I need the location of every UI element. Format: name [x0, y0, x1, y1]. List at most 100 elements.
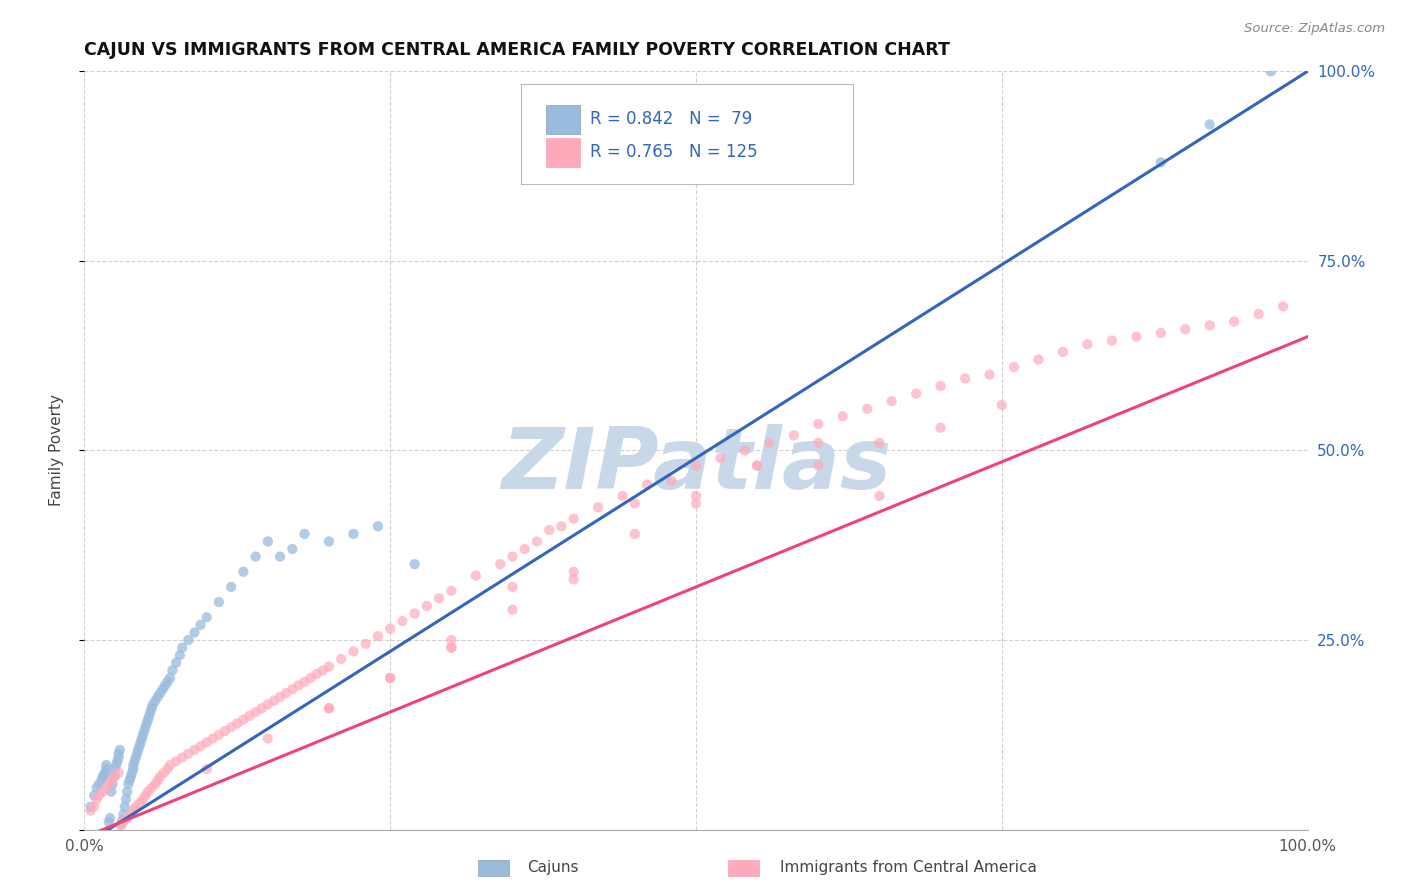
Point: [661, 474, 683, 488]
Point: [758, 436, 780, 450]
Point: [245, 705, 267, 719]
Point: [1150, 326, 1173, 340]
Point: [685, 496, 707, 510]
Point: [380, 671, 402, 685]
Point: [318, 534, 340, 549]
Point: [112, 807, 135, 822]
Point: [141, 780, 163, 795]
Point: [136, 785, 159, 799]
Point: [91, 785, 114, 799]
Point: [257, 534, 280, 549]
Point: [152, 682, 174, 697]
Point: [91, 769, 114, 784]
Point: [172, 750, 194, 764]
Point: [124, 755, 146, 769]
Point: [79, 804, 101, 818]
Point: [1076, 337, 1098, 351]
Point: [146, 690, 169, 704]
Point: [107, 747, 129, 761]
Point: [146, 773, 169, 788]
Point: [1223, 314, 1246, 328]
Point: [391, 614, 413, 628]
Point: [318, 659, 340, 673]
Point: [149, 686, 172, 700]
FancyBboxPatch shape: [546, 104, 579, 134]
Point: [416, 599, 439, 613]
Point: [96, 780, 118, 795]
Point: [214, 724, 236, 739]
Point: [513, 542, 536, 557]
Point: [269, 549, 291, 564]
Point: [135, 716, 157, 731]
Point: [953, 371, 976, 385]
Point: [354, 637, 377, 651]
Point: [380, 622, 402, 636]
Point: [96, 762, 118, 776]
Point: [807, 458, 830, 473]
Point: [869, 489, 891, 503]
Point: [1052, 344, 1074, 359]
Point: [125, 800, 148, 814]
Point: [156, 674, 179, 689]
Point: [880, 394, 903, 409]
Point: [97, 777, 120, 791]
Point: [263, 694, 285, 708]
Point: [856, 401, 879, 416]
Point: [159, 671, 181, 685]
Point: [87, 777, 110, 791]
Point: [122, 758, 145, 772]
Point: [312, 664, 335, 678]
Point: [115, 792, 138, 806]
Point: [162, 664, 184, 678]
Point: [201, 731, 224, 746]
Point: [257, 731, 280, 746]
Point: [219, 580, 242, 594]
Point: [831, 409, 853, 424]
Point: [132, 792, 155, 806]
Point: [1247, 307, 1270, 321]
Point: [87, 789, 110, 803]
Point: [232, 713, 254, 727]
Point: [120, 769, 142, 784]
Point: [636, 477, 658, 491]
Point: [115, 811, 138, 825]
Point: [135, 789, 157, 803]
Point: [747, 458, 769, 473]
Point: [526, 534, 548, 549]
Point: [103, 769, 125, 784]
Point: [232, 565, 254, 579]
Point: [195, 762, 218, 776]
Point: [612, 489, 634, 503]
Point: [869, 436, 891, 450]
Point: [318, 701, 340, 715]
Point: [177, 633, 200, 648]
Point: [287, 678, 309, 692]
Point: [120, 807, 142, 822]
Point: [1101, 334, 1123, 348]
Point: [299, 671, 322, 685]
Point: [269, 690, 291, 704]
Point: [257, 698, 280, 712]
Point: [440, 583, 463, 598]
FancyBboxPatch shape: [522, 84, 852, 184]
Point: [245, 549, 267, 564]
Point: [624, 496, 647, 510]
Text: R = 0.765   N = 125: R = 0.765 N = 125: [589, 144, 758, 161]
Point: [195, 735, 218, 749]
Point: [93, 768, 115, 782]
Point: [1150, 155, 1173, 169]
Point: [172, 640, 194, 655]
Point: [110, 816, 132, 830]
Point: [97, 815, 120, 830]
Point: [195, 610, 218, 624]
Point: [709, 451, 731, 466]
Point: [489, 557, 512, 572]
Point: [177, 747, 200, 761]
Point: [149, 769, 172, 784]
Point: [929, 379, 952, 393]
Point: [100, 785, 122, 799]
Point: [141, 701, 163, 715]
Point: [165, 656, 187, 670]
Point: [111, 814, 134, 828]
Point: [131, 731, 153, 746]
